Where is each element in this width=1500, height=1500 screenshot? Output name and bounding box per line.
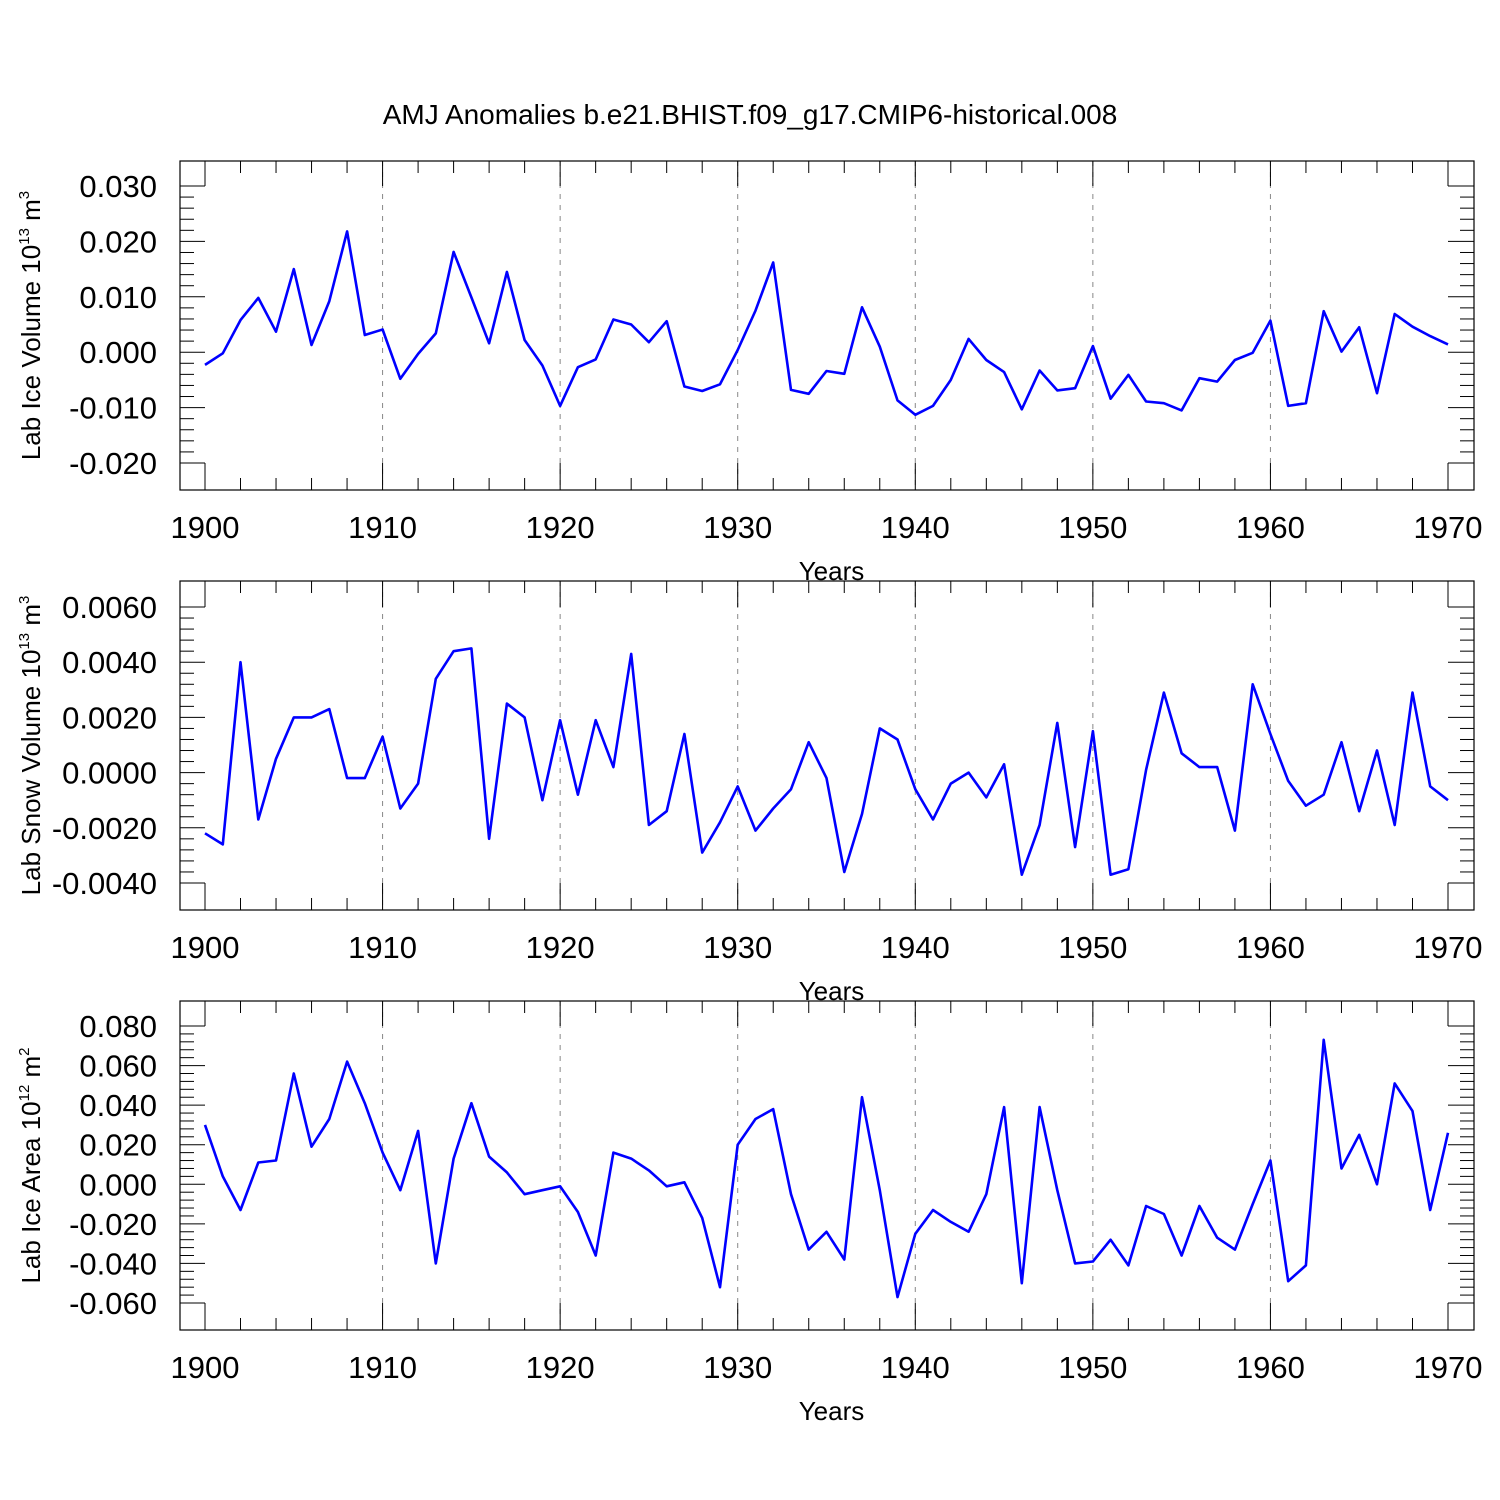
x-tick-label: 1950 [1058,930,1127,965]
panels: 0.030 0.020 0.010 0.000 -0.010 -0.020 1900 1910… [16,160,1483,1426]
x-tick-label: 1920 [526,510,595,545]
y-tick-label: 0.000 [79,335,157,370]
x-tick-label: 1930 [703,510,772,545]
x-tick-label: 1900 [171,1350,240,1385]
y-tick-label: 0.030 [79,169,157,204]
x-tick-label: 1970 [1414,510,1483,545]
figure-title: AMJ Anomalies b.e21.BHIST.f09_g17.CMIP6-… [383,99,1118,130]
y-tick-label: 0.0060 [62,590,157,625]
x-tick-label: 1910 [348,930,417,965]
plot-frame [179,1000,1475,1331]
data-line-series [204,230,1449,417]
y-tick-label: 0.020 [79,224,157,259]
data-line-series [203,1038,1450,1299]
x-tick-label: 1920 [526,1350,595,1385]
x-tick-label: 1940 [881,1350,950,1385]
y-axis-title: Lab Ice Area 1012 m2 [16,1047,46,1283]
x-tick-label: 1940 [881,510,950,545]
plot-frame [179,580,1475,911]
plot-frame [179,160,1475,491]
y-tick-label: -0.020 [69,1207,157,1242]
x-tick-label: 1930 [703,930,772,965]
y-tick-label: 0.0000 [62,756,157,791]
x-tick-label: 1970 [1414,1350,1483,1385]
x-tick-label: 1900 [171,510,240,545]
x-tick-label: 1910 [348,510,417,545]
x-axis-title: Years [799,1396,865,1426]
panel-3: 0.080 0.060 0.040 0.020 0.000 -0.020 -0.040 -0.… [16,1000,1483,1426]
y-tick-label: -0.040 [69,1246,157,1281]
panel-1: 0.030 0.020 0.010 0.000 -0.010 -0.020 1900 1910… [16,160,1483,586]
y-tick-label: 0.060 [79,1049,157,1084]
y-tick-label: 0.080 [79,1009,157,1044]
y-tick-label: 0.010 [79,280,157,315]
y-tick-label: -0.0040 [52,866,157,901]
y-axis-title: Lab Snow Volume 1013 m3 [16,596,46,896]
x-tick-label: 1960 [1236,510,1305,545]
x-tick-label: 1960 [1236,930,1305,965]
y-tick-label: 0.040 [79,1088,157,1123]
y-tick-label: -0.060 [69,1286,157,1321]
data-line-series [204,647,1449,877]
panel-2: 0.0060 0.0040 0.0020 0.0000 -0.0020 -0.0040 19… [16,580,1483,1006]
y-tick-label: -0.020 [69,446,157,481]
y-tick-label: 0.020 [79,1128,157,1163]
x-tick-label: 1900 [171,930,240,965]
x-tick-label: 1920 [526,930,595,965]
x-tick-label: 1950 [1058,1350,1127,1385]
y-tick-label: -0.0020 [52,811,157,846]
x-tick-label: 1930 [703,1350,772,1385]
y-tick-label: 0.0040 [62,645,157,680]
x-tick-label: 1940 [881,930,950,965]
x-tick-label: 1950 [1058,510,1127,545]
x-tick-label: 1910 [348,1350,417,1385]
x-tick-label: 1970 [1414,930,1483,965]
y-axis-title: Lab Ice Volume 1013 m3 [16,191,46,460]
y-tick-label: 0.000 [79,1167,157,1202]
y-tick-label: 0.0020 [62,700,157,735]
y-tick-label: -0.010 [69,391,157,426]
x-tick-label: 1960 [1236,1350,1305,1385]
